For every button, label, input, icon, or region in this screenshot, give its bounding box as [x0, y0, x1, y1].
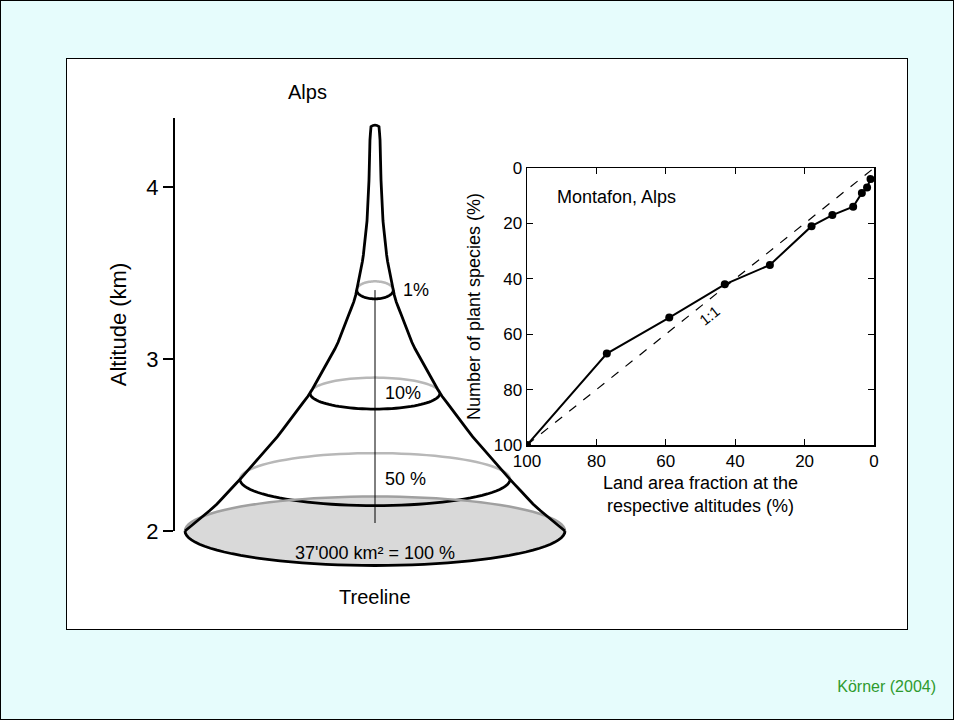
svg-text:80: 80 [503, 381, 522, 400]
svg-text:10%: 10% [385, 383, 421, 403]
svg-text:20: 20 [795, 452, 814, 471]
svg-text:1:1: 1:1 [696, 302, 723, 328]
svg-text:0: 0 [513, 159, 522, 178]
svg-text:Land area fraction at therespe: Land area fraction at therespective alti… [603, 473, 798, 516]
svg-text:60: 60 [503, 325, 522, 344]
svg-text:4: 4 [146, 175, 158, 200]
svg-text:100: 100 [494, 436, 522, 455]
svg-text:2: 2 [146, 519, 158, 544]
svg-text:Treeline: Treeline [339, 586, 411, 608]
svg-text:37'000 km² = 100 %: 37'000 km² = 100 % [295, 543, 455, 563]
html-text:Körner (2004): Körner (2004) [837, 678, 936, 695]
svg-text:Alps: Alps [288, 81, 327, 103]
svg-text:0: 0 [869, 452, 878, 471]
svg-text:Altitude (km): Altitude (km) [106, 263, 131, 386]
svg-text:Montafon, Alps: Montafon, Alps [557, 187, 676, 207]
svg-text:80: 80 [587, 452, 606, 471]
svg-text:50 %: 50 % [385, 469, 426, 489]
svg-text:3: 3 [146, 347, 158, 372]
svg-text:1%: 1% [403, 280, 429, 300]
svg-text:40: 40 [503, 270, 522, 289]
svg-text:40: 40 [726, 452, 745, 471]
svg-text:Number of plant species (%): Number of plant species (%) [464, 193, 484, 420]
svg-text:60: 60 [656, 452, 675, 471]
svg-text:100: 100 [513, 452, 541, 471]
svg-text:20: 20 [503, 214, 522, 233]
